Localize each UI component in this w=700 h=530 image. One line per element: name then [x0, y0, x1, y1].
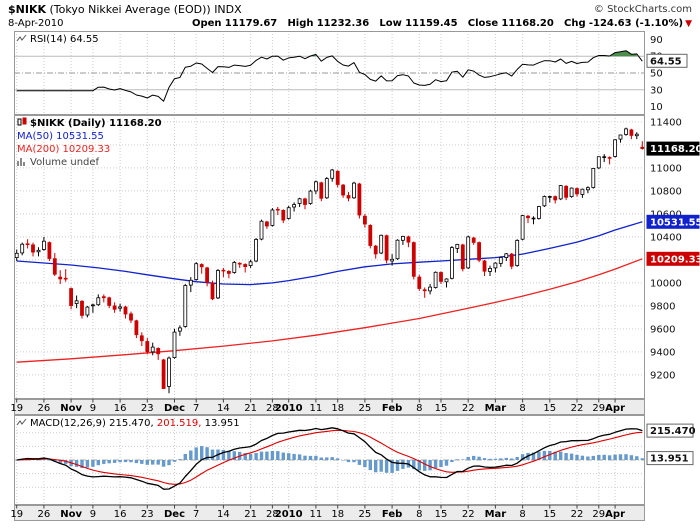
svg-text:30: 30	[650, 85, 663, 96]
macd-chart: 215.470 13.951	[14, 415, 696, 505]
svg-text:23: 23	[141, 403, 154, 414]
chart-title: $NIKK (Tokyo Nikkei Average (EOD)) INDX	[8, 3, 242, 17]
svg-text:7: 7	[193, 403, 199, 414]
high-value: 11232.36	[316, 18, 370, 29]
svg-text:14: 14	[217, 403, 230, 414]
svg-text:10000: 10000	[650, 278, 682, 289]
svg-text:13.951: 13.951	[650, 454, 689, 465]
svg-text:15: 15	[435, 509, 448, 520]
copyright: © StockCharts.com	[593, 4, 692, 15]
svg-text:28: 28	[266, 403, 279, 414]
exchange: INDX	[214, 3, 242, 16]
svg-text:Mar: Mar	[485, 403, 507, 414]
svg-text:11168.20: 11168.20	[650, 144, 700, 155]
svg-text:14: 14	[217, 509, 230, 520]
svg-text:25: 25	[359, 403, 372, 414]
svg-text:Apr: Apr	[605, 509, 625, 520]
svg-text:9: 9	[90, 509, 96, 520]
svg-text:Nov: Nov	[60, 509, 82, 520]
low-label: Low	[379, 18, 402, 29]
svg-text:8: 8	[519, 403, 525, 414]
svg-text:64.55: 64.55	[650, 56, 682, 67]
svg-text:Dec: Dec	[164, 509, 185, 520]
chg-label: Chg	[564, 18, 586, 29]
svg-text:22: 22	[571, 509, 584, 520]
svg-text:10531.55: 10531.55	[650, 217, 700, 228]
svg-text:215.470: 215.470	[650, 426, 696, 437]
svg-text:11000: 11000	[650, 163, 682, 174]
svg-text:26: 26	[38, 509, 51, 520]
svg-text:50: 50	[650, 69, 663, 80]
chg-value: -124.63 (-1.10%)	[588, 18, 684, 29]
svg-text:Feb: Feb	[382, 403, 402, 414]
svg-text:26: 26	[38, 403, 51, 414]
svg-text:21: 21	[244, 509, 257, 520]
quote-line: Open 11179.67 High 11232.36 Low 11159.45…	[185, 17, 692, 31]
svg-text:9400: 9400	[650, 347, 675, 358]
svg-text:29: 29	[592, 403, 605, 414]
chart-date: 8-Apr-2010	[8, 18, 64, 29]
high-label: High	[287, 18, 314, 29]
down-arrow-icon: ▼	[685, 19, 692, 29]
svg-text:23: 23	[141, 509, 154, 520]
svg-text:29: 29	[592, 509, 605, 520]
svg-text:10800: 10800	[650, 186, 682, 197]
svg-text:10209.33: 10209.33	[650, 254, 700, 265]
svg-text:16: 16	[114, 403, 127, 414]
svg-text:8: 8	[416, 509, 422, 520]
svg-text:19: 19	[10, 403, 23, 414]
rsi-panel: 907050301064.55 RSI(14) 64.55	[0, 31, 700, 115]
svg-text:90: 90	[650, 35, 663, 46]
svg-text:25: 25	[359, 509, 372, 520]
svg-text:Nov: Nov	[60, 403, 82, 414]
svg-text:19: 19	[10, 509, 23, 520]
svg-text:11: 11	[310, 509, 323, 520]
svg-text:22: 22	[462, 403, 475, 414]
svg-text:Feb: Feb	[382, 509, 402, 520]
svg-text:11: 11	[310, 403, 323, 414]
svg-text:22: 22	[462, 509, 475, 520]
symbol-name: (Tokyo Nikkei Average (EOD))	[49, 3, 211, 16]
price-chart: 1140011000108001060010400100009800960094…	[14, 115, 700, 399]
svg-text:22: 22	[571, 403, 584, 414]
svg-text:21: 21	[244, 403, 257, 414]
svg-text:9600: 9600	[650, 324, 675, 335]
date-axis-top: 19 26 Nov 9 16 23 Dec 7 14 21 28 2010 11 18 25 Feb 8 15 22…	[0, 399, 700, 415]
macd-panel: 215.470 13.951 MACD(12,26,9) 215.470, 201…	[0, 415, 700, 505]
close-label: Close	[467, 18, 499, 29]
svg-text:2010: 2010	[275, 403, 303, 414]
svg-text:9800: 9800	[650, 301, 675, 312]
svg-text:8: 8	[416, 403, 422, 414]
svg-text:Apr: Apr	[605, 403, 625, 414]
svg-text:9200: 9200	[650, 370, 675, 381]
svg-text:18: 18	[331, 403, 344, 414]
svg-text:15: 15	[543, 403, 556, 414]
close-value: 11168.20	[501, 18, 554, 29]
open-label: Open	[191, 18, 222, 29]
open-value: 11179.67	[224, 18, 278, 29]
svg-text:8: 8	[519, 509, 525, 520]
chart-header: $NIKK (Tokyo Nikkei Average (EOD)) INDX …	[0, 0, 700, 31]
svg-text:7: 7	[193, 509, 199, 520]
svg-text:Mar: Mar	[485, 509, 507, 520]
svg-text:15: 15	[435, 403, 448, 414]
svg-text:10400: 10400	[650, 232, 682, 243]
svg-text:11400: 11400	[650, 117, 682, 128]
date-axis-bottom: 19 26 Nov 9 16 23 Dec 7 14 21 28 2010 11 18 25 Feb 8 15 22…	[0, 505, 700, 521]
rsi-chart: 907050301064.55	[14, 31, 688, 115]
svg-text:15: 15	[543, 509, 556, 520]
price-panel: 1140011000108001060010400100009800960094…	[0, 115, 700, 399]
low-value: 11159.45	[405, 18, 458, 29]
symbol: $NIKK	[8, 3, 47, 16]
svg-text:Dec: Dec	[164, 403, 185, 414]
svg-text:10: 10	[650, 102, 663, 113]
svg-text:28: 28	[266, 509, 279, 520]
svg-text:9: 9	[90, 403, 96, 414]
svg-text:2010: 2010	[275, 509, 303, 520]
svg-text:16: 16	[114, 509, 127, 520]
svg-text:18: 18	[331, 509, 344, 520]
